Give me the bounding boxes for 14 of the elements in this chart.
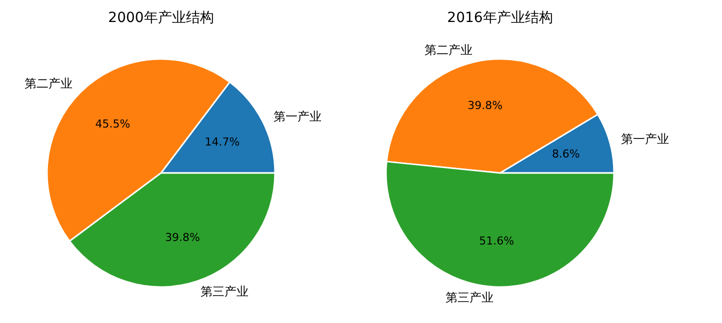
data-label: 51.6% [479,234,514,248]
data-label: 45.5% [95,117,130,130]
data-label: 39.8% [165,230,200,244]
chart-title: 2016年产业结构 [447,10,553,26]
slice-label: 第三产业 [446,290,494,305]
chart-title: 2000年产业结构 [108,10,214,26]
data-label: 8.6% [552,148,580,161]
data-label: 39.8% [468,99,503,112]
data-label: 14.7% [204,136,240,149]
slice-label: 第二产业 [424,42,473,57]
slice-label: 第一产业 [620,132,669,146]
slice-label: 第三产业 [200,284,248,298]
slice-label: 第二产业 [24,76,73,90]
slice-label: 第一产业 [273,109,322,124]
